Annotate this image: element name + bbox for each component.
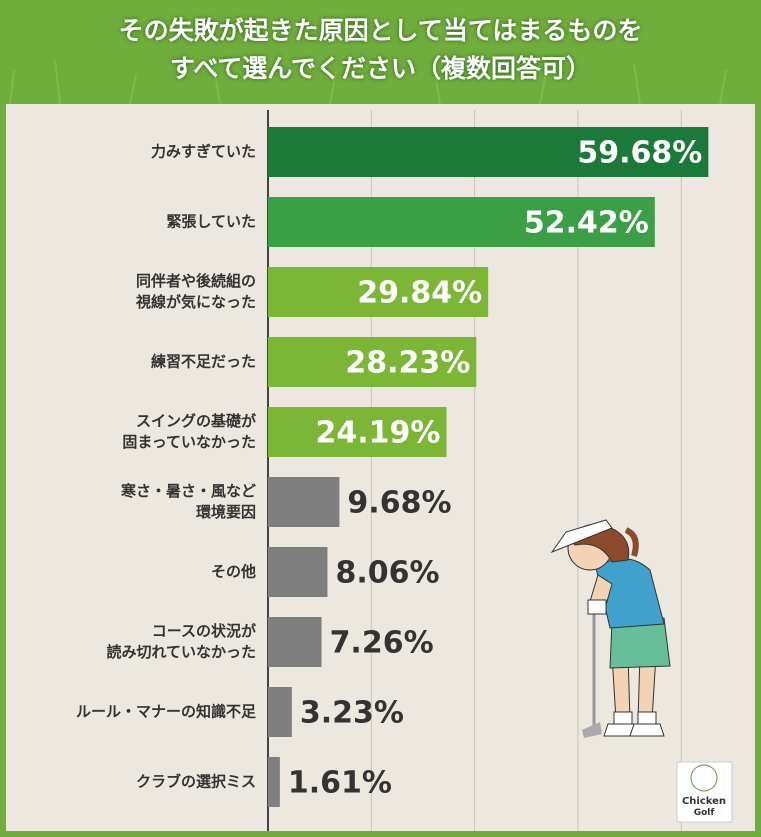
bar: [268, 267, 489, 317]
bar: [268, 687, 292, 737]
chart-title: その失敗が起きた原因として当てはまるものを すべて選んでください（複数回答可）: [118, 16, 643, 83]
bar: [268, 617, 322, 667]
value-label: 9.68%: [347, 486, 451, 521]
value-label: 52.42%: [524, 206, 649, 241]
bar: [268, 757, 280, 807]
logo-text: Golf: [694, 808, 715, 818]
logo: Chicken Golf: [676, 761, 733, 823]
category-label: スイングの基礎が 固まっていなかった: [122, 412, 256, 451]
value-label: 1.61%: [288, 766, 392, 801]
bar: [268, 127, 709, 177]
bar: [268, 337, 477, 387]
logo-text: Chicken: [682, 796, 726, 807]
category-label: 寒さ・暑さ・風など 環境要因: [120, 482, 256, 521]
category-label: コースの状況が 読み切れていなかった: [106, 622, 256, 661]
value-label: 29.84%: [357, 276, 482, 311]
category-label: 同伴者や後続組の 視線が気になった: [135, 272, 256, 311]
value-label: 28.23%: [345, 346, 470, 381]
value-label: 8.06%: [335, 556, 439, 591]
bar: [268, 477, 340, 527]
category-label: ルール・マナーの知識不足: [75, 702, 256, 721]
value-label: 24.19%: [316, 416, 441, 451]
value-label: 7.26%: [330, 626, 434, 661]
bar: [268, 407, 447, 457]
category-label: その他: [210, 562, 256, 581]
category-label: 力みすぎていた: [150, 142, 256, 161]
bar: [268, 547, 328, 597]
category-label: 緊張していた: [166, 212, 256, 231]
bar: [268, 197, 655, 247]
value-label: 59.68%: [577, 136, 702, 171]
category-label: 練習不足だった: [150, 352, 256, 371]
grass: [0, 0, 761, 104]
category-label: クラブの選択ミス: [135, 772, 256, 791]
value-label: 3.23%: [300, 696, 404, 731]
golfer: [550, 519, 671, 738]
